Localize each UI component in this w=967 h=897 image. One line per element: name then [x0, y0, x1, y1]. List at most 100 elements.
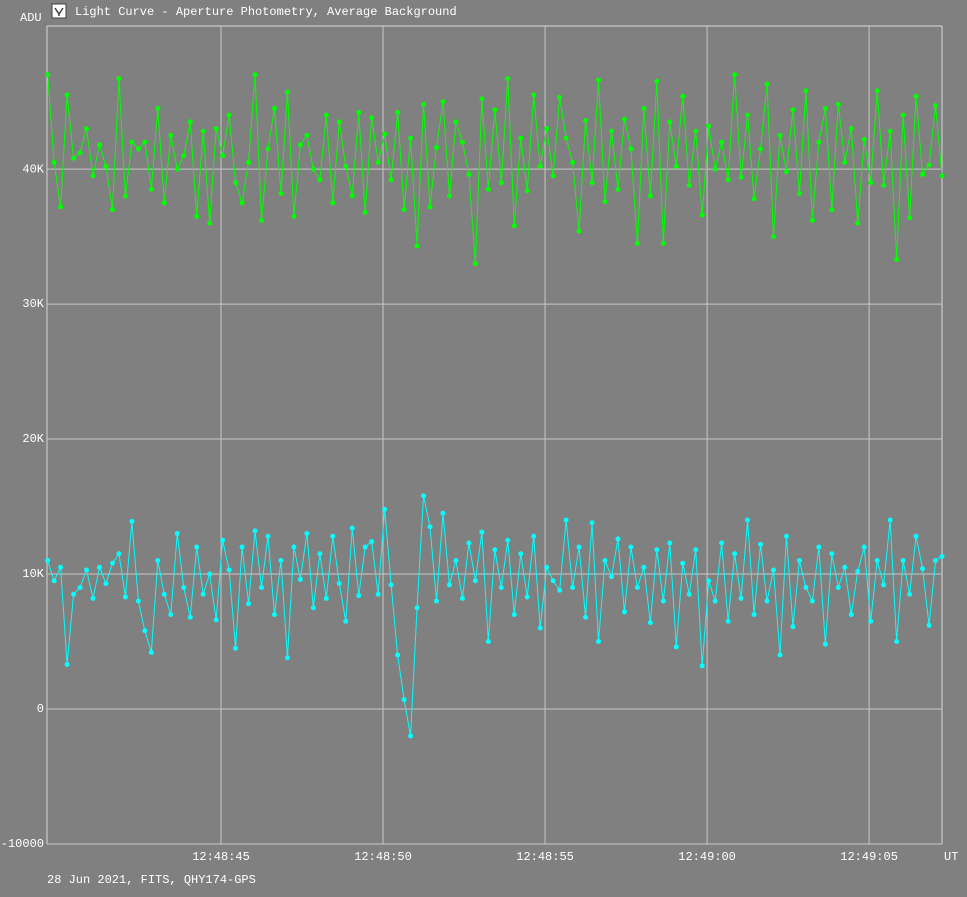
- data-point: [51, 159, 57, 165]
- data-point: [738, 174, 744, 180]
- data-point: [187, 614, 193, 620]
- data-point: [109, 560, 115, 566]
- data-point: [446, 193, 452, 199]
- data-point: [557, 95, 563, 101]
- data-point: [790, 624, 796, 630]
- x-tick-label: 12:49:05: [840, 850, 898, 864]
- data-point: [453, 119, 459, 125]
- data-point: [446, 582, 452, 588]
- data-point: [712, 598, 718, 604]
- data-point: [913, 93, 919, 99]
- data-point: [472, 261, 478, 267]
- data-point: [719, 139, 725, 145]
- data-point: [265, 146, 271, 152]
- data-point: [933, 558, 939, 564]
- data-point: [583, 117, 589, 123]
- data-point: [349, 193, 355, 199]
- data-point: [194, 213, 200, 219]
- data-point: [861, 136, 867, 142]
- y-tick-label: 30K: [22, 297, 44, 311]
- data-point: [278, 190, 284, 196]
- data-point: [887, 128, 893, 134]
- data-point: [732, 551, 738, 557]
- data-point: [297, 576, 303, 582]
- data-point: [466, 171, 472, 177]
- data-point: [524, 594, 530, 600]
- data-point: [174, 166, 180, 172]
- data-point: [90, 173, 96, 179]
- data-point: [531, 92, 537, 98]
- data-point: [544, 564, 550, 570]
- data-point: [200, 591, 206, 597]
- data-point: [103, 580, 109, 586]
- data-point: [783, 533, 789, 539]
- data-point: [641, 564, 647, 570]
- data-point: [738, 595, 744, 601]
- data-point: [667, 540, 673, 546]
- data-point: [421, 493, 427, 499]
- data-point: [356, 109, 362, 115]
- data-point: [433, 144, 439, 150]
- data-point: [589, 180, 595, 186]
- data-point: [693, 128, 699, 134]
- data-point: [479, 529, 485, 535]
- data-point: [226, 567, 232, 573]
- data-point: [142, 628, 148, 634]
- data-point: [770, 234, 776, 240]
- data-point: [803, 88, 809, 94]
- data-point: [414, 605, 420, 611]
- data-point: [58, 564, 64, 570]
- data-point: [51, 578, 57, 584]
- data-point: [220, 537, 226, 543]
- data-point: [96, 142, 102, 148]
- data-point: [90, 595, 96, 601]
- data-point: [842, 159, 848, 165]
- data-point: [550, 173, 556, 179]
- data-point: [900, 112, 906, 118]
- data-point: [427, 204, 433, 210]
- y-tick-label: -10000: [1, 837, 44, 851]
- data-point: [848, 612, 854, 618]
- data-point: [388, 177, 394, 183]
- data-point: [168, 132, 174, 138]
- data-point: [485, 639, 491, 645]
- data-point: [343, 618, 349, 624]
- title-icon: [51, 3, 67, 19]
- data-point: [388, 582, 394, 588]
- chart-title: Light Curve - Aperture Photometry, Avera…: [75, 5, 457, 19]
- data-point: [634, 240, 640, 246]
- data-point: [492, 547, 498, 553]
- data-point: [518, 135, 524, 141]
- x-tick-label: 12:49:00: [678, 850, 736, 864]
- data-point: [570, 159, 576, 165]
- data-point: [401, 697, 407, 703]
- data-point: [466, 540, 472, 546]
- data-point: [557, 587, 563, 593]
- data-point: [842, 564, 848, 570]
- data-point: [505, 76, 511, 82]
- data-point: [758, 146, 764, 152]
- x-tick-label: 12:48:50: [354, 850, 412, 864]
- data-point: [479, 96, 485, 102]
- data-point: [706, 578, 712, 584]
- data-point: [589, 520, 595, 526]
- data-point: [485, 186, 491, 192]
- data-point: [667, 119, 673, 125]
- data-point: [829, 207, 835, 213]
- data-point: [608, 128, 614, 134]
- data-point: [453, 558, 459, 564]
- data-point: [816, 544, 822, 550]
- data-point: [608, 574, 614, 580]
- data-point: [920, 566, 926, 572]
- data-point: [84, 567, 90, 573]
- data-point: [686, 182, 692, 188]
- data-point: [252, 72, 258, 78]
- data-point: [874, 88, 880, 94]
- data-point: [187, 119, 193, 125]
- data-point: [155, 105, 161, 111]
- data-point: [693, 547, 699, 553]
- data-point: [621, 116, 627, 122]
- data-point: [868, 180, 874, 186]
